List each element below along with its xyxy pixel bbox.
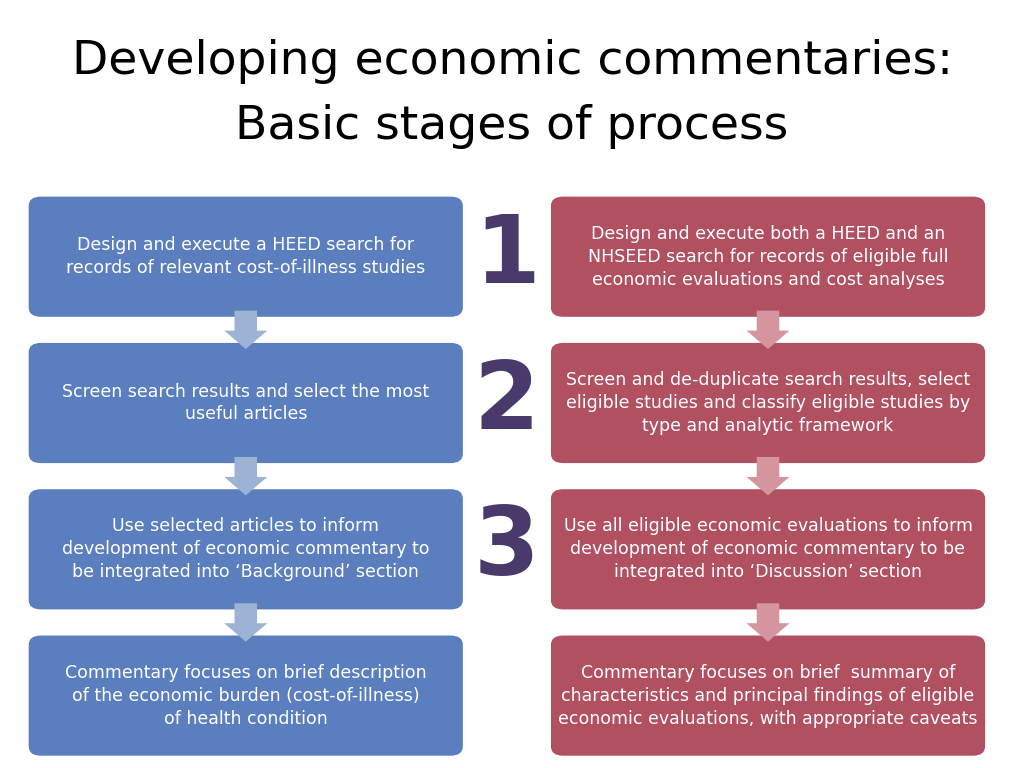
FancyBboxPatch shape <box>551 636 985 756</box>
Text: Basic stages of process: Basic stages of process <box>236 104 788 149</box>
Polygon shape <box>224 457 267 495</box>
Text: Design and execute both a HEED and an
NHSEED search for records of eligible full: Design and execute both a HEED and an NH… <box>588 225 948 289</box>
Text: Commentary focuses on brief  summary of
characteristics and principal findings o: Commentary focuses on brief summary of c… <box>558 664 978 727</box>
Polygon shape <box>746 604 790 641</box>
Text: Screen search results and select the most
useful articles: Screen search results and select the mos… <box>62 382 429 423</box>
Polygon shape <box>224 604 267 641</box>
Polygon shape <box>224 311 267 349</box>
Text: Design and execute a HEED search for
records of relevant cost-of-illness studies: Design and execute a HEED search for rec… <box>67 237 425 277</box>
Text: Developing economic commentaries:: Developing economic commentaries: <box>72 39 952 84</box>
Text: Use all eligible economic evaluations to inform
development of economic commenta: Use all eligible economic evaluations to… <box>563 518 973 581</box>
FancyBboxPatch shape <box>551 489 985 610</box>
FancyBboxPatch shape <box>551 343 985 463</box>
Text: Use selected articles to inform
development of economic commentary to
be integra: Use selected articles to inform developm… <box>62 518 429 581</box>
FancyBboxPatch shape <box>551 197 985 317</box>
Polygon shape <box>746 311 790 349</box>
FancyBboxPatch shape <box>29 197 463 317</box>
Text: Screen and de-duplicate search results, select
eligible studies and classify eli: Screen and de-duplicate search results, … <box>566 371 970 435</box>
Text: 1: 1 <box>474 210 540 303</box>
Polygon shape <box>746 457 790 495</box>
FancyBboxPatch shape <box>29 636 463 756</box>
FancyBboxPatch shape <box>29 343 463 463</box>
Text: Commentary focuses on brief description
of the economic burden (cost-of-illness): Commentary focuses on brief description … <box>65 664 427 727</box>
FancyBboxPatch shape <box>29 489 463 610</box>
Text: 3: 3 <box>474 503 540 595</box>
Text: 2: 2 <box>474 357 540 449</box>
